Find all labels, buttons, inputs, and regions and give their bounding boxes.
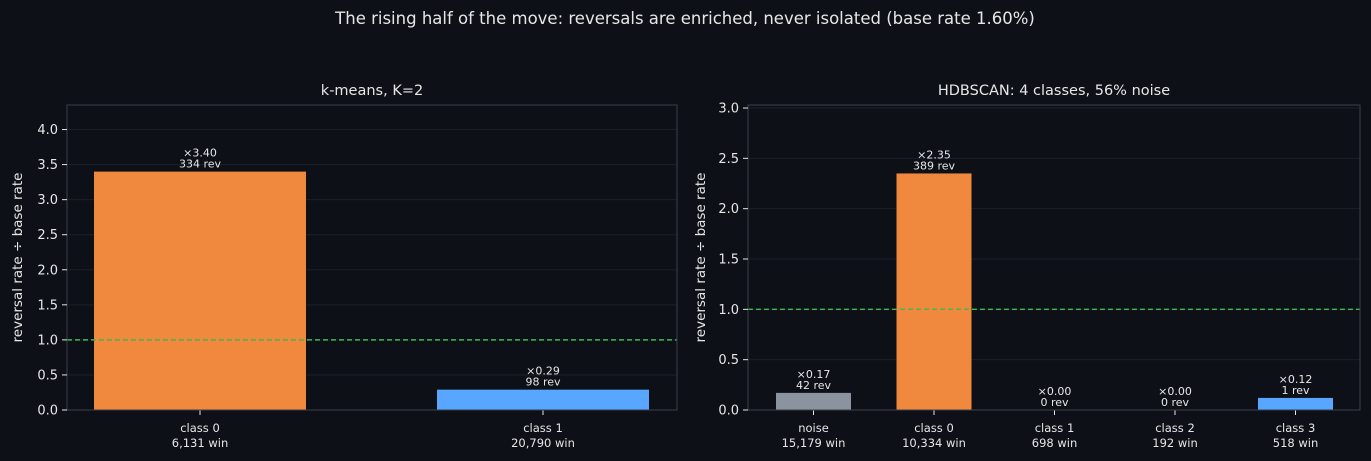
y-tick-label: 3.0 — [718, 102, 739, 117]
bar-value-label: ×0.29 — [526, 365, 560, 378]
y-tick-label: 0.0 — [718, 404, 739, 419]
bar-value-label: ×0.00 — [1158, 385, 1192, 398]
y-tick-label: 1.5 — [718, 253, 739, 268]
panel-title: k-means, K=2 — [321, 83, 423, 99]
x-tick-sublabel: 20,790 win — [511, 436, 575, 450]
x-tick-label: class 1 — [523, 421, 563, 435]
y-axis-label: reversal rate ÷ base rate — [10, 173, 26, 343]
bar-count-label: 334 rev — [179, 158, 222, 171]
bar-value-label: ×2.35 — [917, 148, 951, 161]
y-tick-label: 0.5 — [718, 353, 739, 368]
x-tick-label: class 2 — [1155, 421, 1195, 435]
x-tick-sublabel: 698 win — [1032, 436, 1078, 450]
plot-frame — [747, 104, 1361, 411]
bar-count-label: 0 rev — [1161, 396, 1190, 409]
y-tick-label: 0.5 — [37, 368, 58, 383]
bar-value-label: ×0.00 — [1038, 385, 1072, 398]
y-tick-label: 2.0 — [718, 202, 739, 217]
x-tick-sublabel: 6,131 win — [172, 436, 228, 450]
bar-noise — [776, 392, 851, 410]
y-tick-label: 1.5 — [37, 298, 58, 313]
x-tick-label: noise — [798, 421, 829, 435]
figure-suptitle: The rising half of the move: reversals a… — [334, 9, 1035, 28]
bar-value-label: ×0.12 — [1279, 373, 1313, 386]
x-tick-sublabel: 518 win — [1273, 436, 1319, 450]
bar-class-1 — [437, 389, 649, 410]
bar-value-label: ×3.40 — [183, 147, 217, 160]
y-tick-label: 0.0 — [37, 404, 58, 419]
bar-class-3 — [1258, 397, 1333, 410]
bar-class-0 — [94, 171, 306, 410]
x-tick-label: class 3 — [1276, 421, 1316, 435]
bar-value-label: ×0.17 — [797, 368, 831, 381]
y-tick-label: 2.5 — [718, 152, 739, 167]
bar-count-label: 1 rev — [1281, 384, 1310, 397]
bar-count-label: 98 rev — [525, 376, 561, 389]
y-tick-label: 3.5 — [37, 158, 58, 173]
plot-frame — [66, 104, 678, 411]
x-tick-sublabel: 192 win — [1152, 436, 1198, 450]
y-axis-label: reversal rate ÷ base rate — [693, 173, 709, 343]
y-tick-label: 3.0 — [37, 193, 58, 208]
x-tick-sublabel: 10,334 win — [902, 436, 966, 450]
panel-title: HDBSCAN: 4 classes, 56% noise — [938, 83, 1170, 99]
y-tick-label: 2.5 — [37, 228, 58, 243]
x-tick-label: class 0 — [914, 421, 954, 435]
bar-count-label: 0 rev — [1040, 396, 1069, 409]
bar-count-label: 389 rev — [913, 159, 956, 172]
y-tick-label: 1.0 — [718, 303, 739, 318]
y-tick-label: 1.0 — [37, 333, 58, 348]
bar-class-0 — [896, 173, 972, 410]
bar-count-label: 42 rev — [796, 379, 832, 392]
x-tick-sublabel: 15,179 win — [782, 436, 846, 450]
y-tick-label: 2.0 — [37, 263, 58, 278]
x-tick-label: class 0 — [180, 421, 220, 435]
x-tick-label: class 1 — [1035, 421, 1075, 435]
y-tick-label: 4.0 — [37, 123, 58, 138]
